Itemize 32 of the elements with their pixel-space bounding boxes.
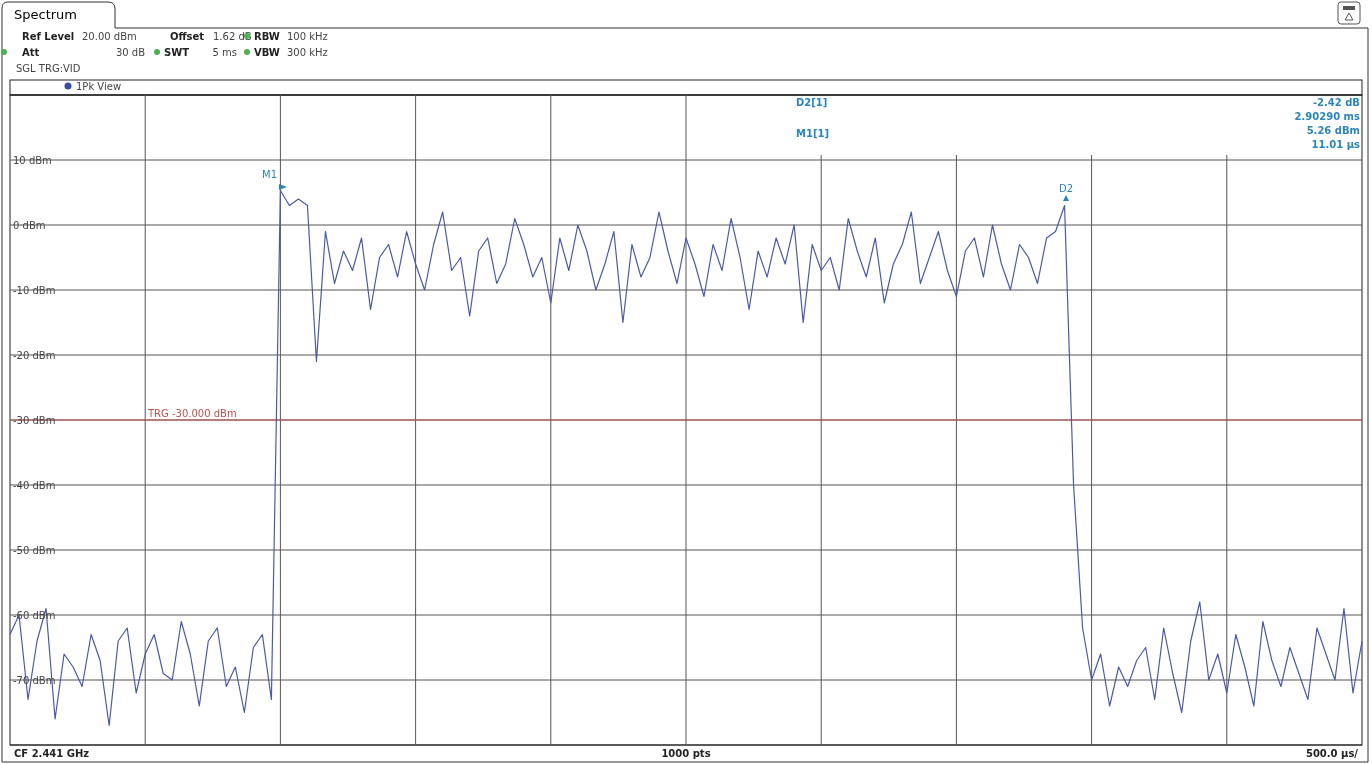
y-tick-label: 10 dBm xyxy=(13,155,52,166)
y-tick-label: 0 dBm xyxy=(13,220,46,231)
text: Ref Level xyxy=(22,31,75,42)
text: SWT xyxy=(164,47,190,58)
text: VBW xyxy=(254,47,280,58)
annotation: M1[1] xyxy=(796,128,830,139)
text: CF 2.441 GHz xyxy=(14,748,90,759)
text: 30 dB xyxy=(115,47,146,58)
annotation: 11.01 µs xyxy=(1311,139,1361,150)
annotation: 2.90290 ms xyxy=(1294,111,1361,122)
annotation: D2 xyxy=(1058,183,1074,194)
annotation: M1 xyxy=(262,169,277,180)
text: Offset xyxy=(170,31,205,42)
text: SGL TRG:VID xyxy=(16,63,81,74)
text: 300 kHz xyxy=(287,47,328,58)
y-tick-label: -50 dBm xyxy=(13,545,56,556)
text: RBW xyxy=(254,31,280,42)
y-tick-label: -10 dBm xyxy=(13,285,56,296)
text: 20.00 dBm xyxy=(82,31,137,42)
y-tick-label: -20 dBm xyxy=(13,350,56,361)
ref-line-label: TRG -30.000 dBm xyxy=(147,408,237,419)
text: 500.0 µs/ xyxy=(1305,748,1359,759)
annotation: -2.42 dB xyxy=(1312,97,1360,108)
text: 1000 pts xyxy=(661,748,711,759)
text: 1Pk View xyxy=(76,81,122,92)
annotation: 5.26 dBm xyxy=(1306,125,1360,136)
text: Spectrum xyxy=(14,7,77,22)
text: Att xyxy=(22,47,40,58)
y-tick-label: -40 dBm xyxy=(13,480,56,491)
text: 5 ms xyxy=(212,47,237,58)
text: 100 kHz xyxy=(287,31,328,42)
annotation: D2[1] xyxy=(796,97,828,108)
